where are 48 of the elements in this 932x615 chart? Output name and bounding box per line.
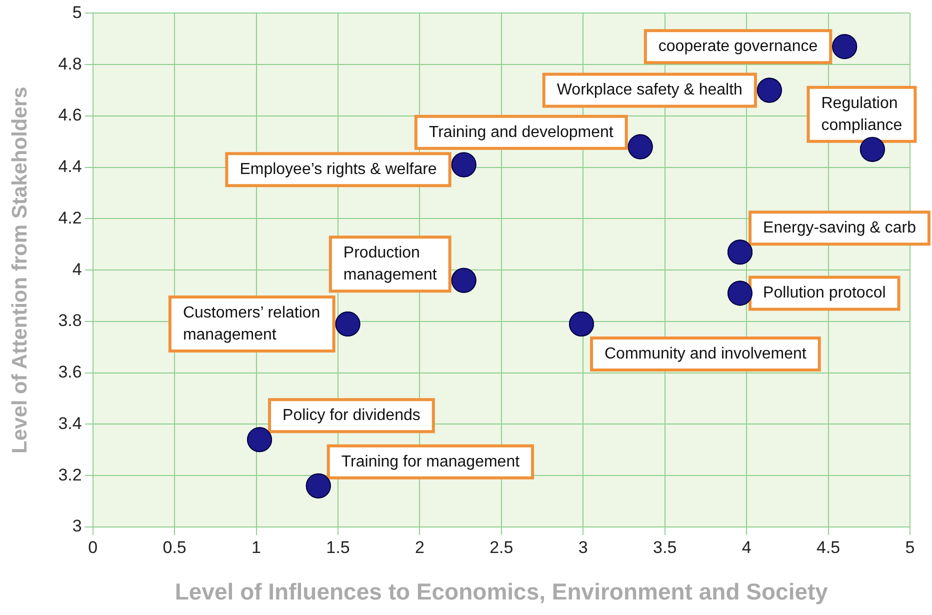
x-tick-label: 3.5	[653, 538, 677, 557]
x-tick-label: 3	[578, 538, 588, 557]
x-tick-label: 0	[88, 538, 98, 557]
point	[860, 136, 885, 162]
annotation: Community and involvement	[604, 345, 807, 362]
point	[728, 240, 753, 265]
annotation: Customers’ relation management	[182, 304, 320, 344]
x-axis-title: Level of Influences to Economics, Environment and Society	[174, 578, 828, 605]
point	[451, 152, 476, 178]
x-tick-label: 2	[414, 538, 424, 557]
y-axis-title: Level of Attention from Stakeholders	[8, 86, 32, 454]
annotation: Pollution protocol	[763, 284, 886, 302]
point	[335, 312, 360, 337]
y-tick-label: 3.4	[58, 414, 82, 433]
x-tick-label: 0.5	[162, 538, 186, 557]
y-tick-label: 3.2	[58, 465, 82, 484]
y-tick-label: 3	[72, 516, 82, 536]
point	[628, 134, 653, 160]
point	[306, 473, 331, 498]
annotation: Training for management	[341, 453, 520, 470]
y-tick-label: 4.6	[58, 106, 82, 125]
x-tick-label: 2.5	[490, 538, 514, 557]
annotation: Energy-saving & carb	[763, 220, 916, 237]
point	[569, 312, 594, 337]
annotation: Regulation compliance	[821, 94, 902, 134]
y-tick-label: 3.8	[58, 311, 82, 330]
point	[756, 78, 782, 103]
x-tick-label: 1.5	[326, 538, 350, 557]
x-tick-label: 4.5	[816, 538, 840, 557]
y-tick-label: 4.8	[58, 54, 82, 74]
annotation: Production management	[343, 244, 438, 284]
y-tick-label: 5	[72, 2, 82, 22]
annotation: Policy for dividends	[282, 407, 420, 424]
annotation: cooperate governance	[658, 38, 818, 56]
y-tick-label: 4.4	[58, 157, 82, 176]
point	[247, 427, 272, 452]
point	[832, 34, 858, 60]
annotation: Workplace safety & health	[556, 82, 742, 99]
annotation: Employee’s rights & welfare	[240, 160, 437, 178]
x-tick-label: 5	[905, 538, 915, 557]
y-tick-label: 4	[72, 260, 82, 279]
point	[728, 280, 753, 306]
x-tick-label: 1	[252, 538, 261, 557]
annotation: Training and development	[428, 124, 614, 141]
y-tick-label: 3.6	[58, 362, 82, 382]
y-tick-label: 4.2	[58, 208, 82, 228]
x-tick-label: 4	[742, 538, 752, 557]
point	[451, 268, 476, 293]
